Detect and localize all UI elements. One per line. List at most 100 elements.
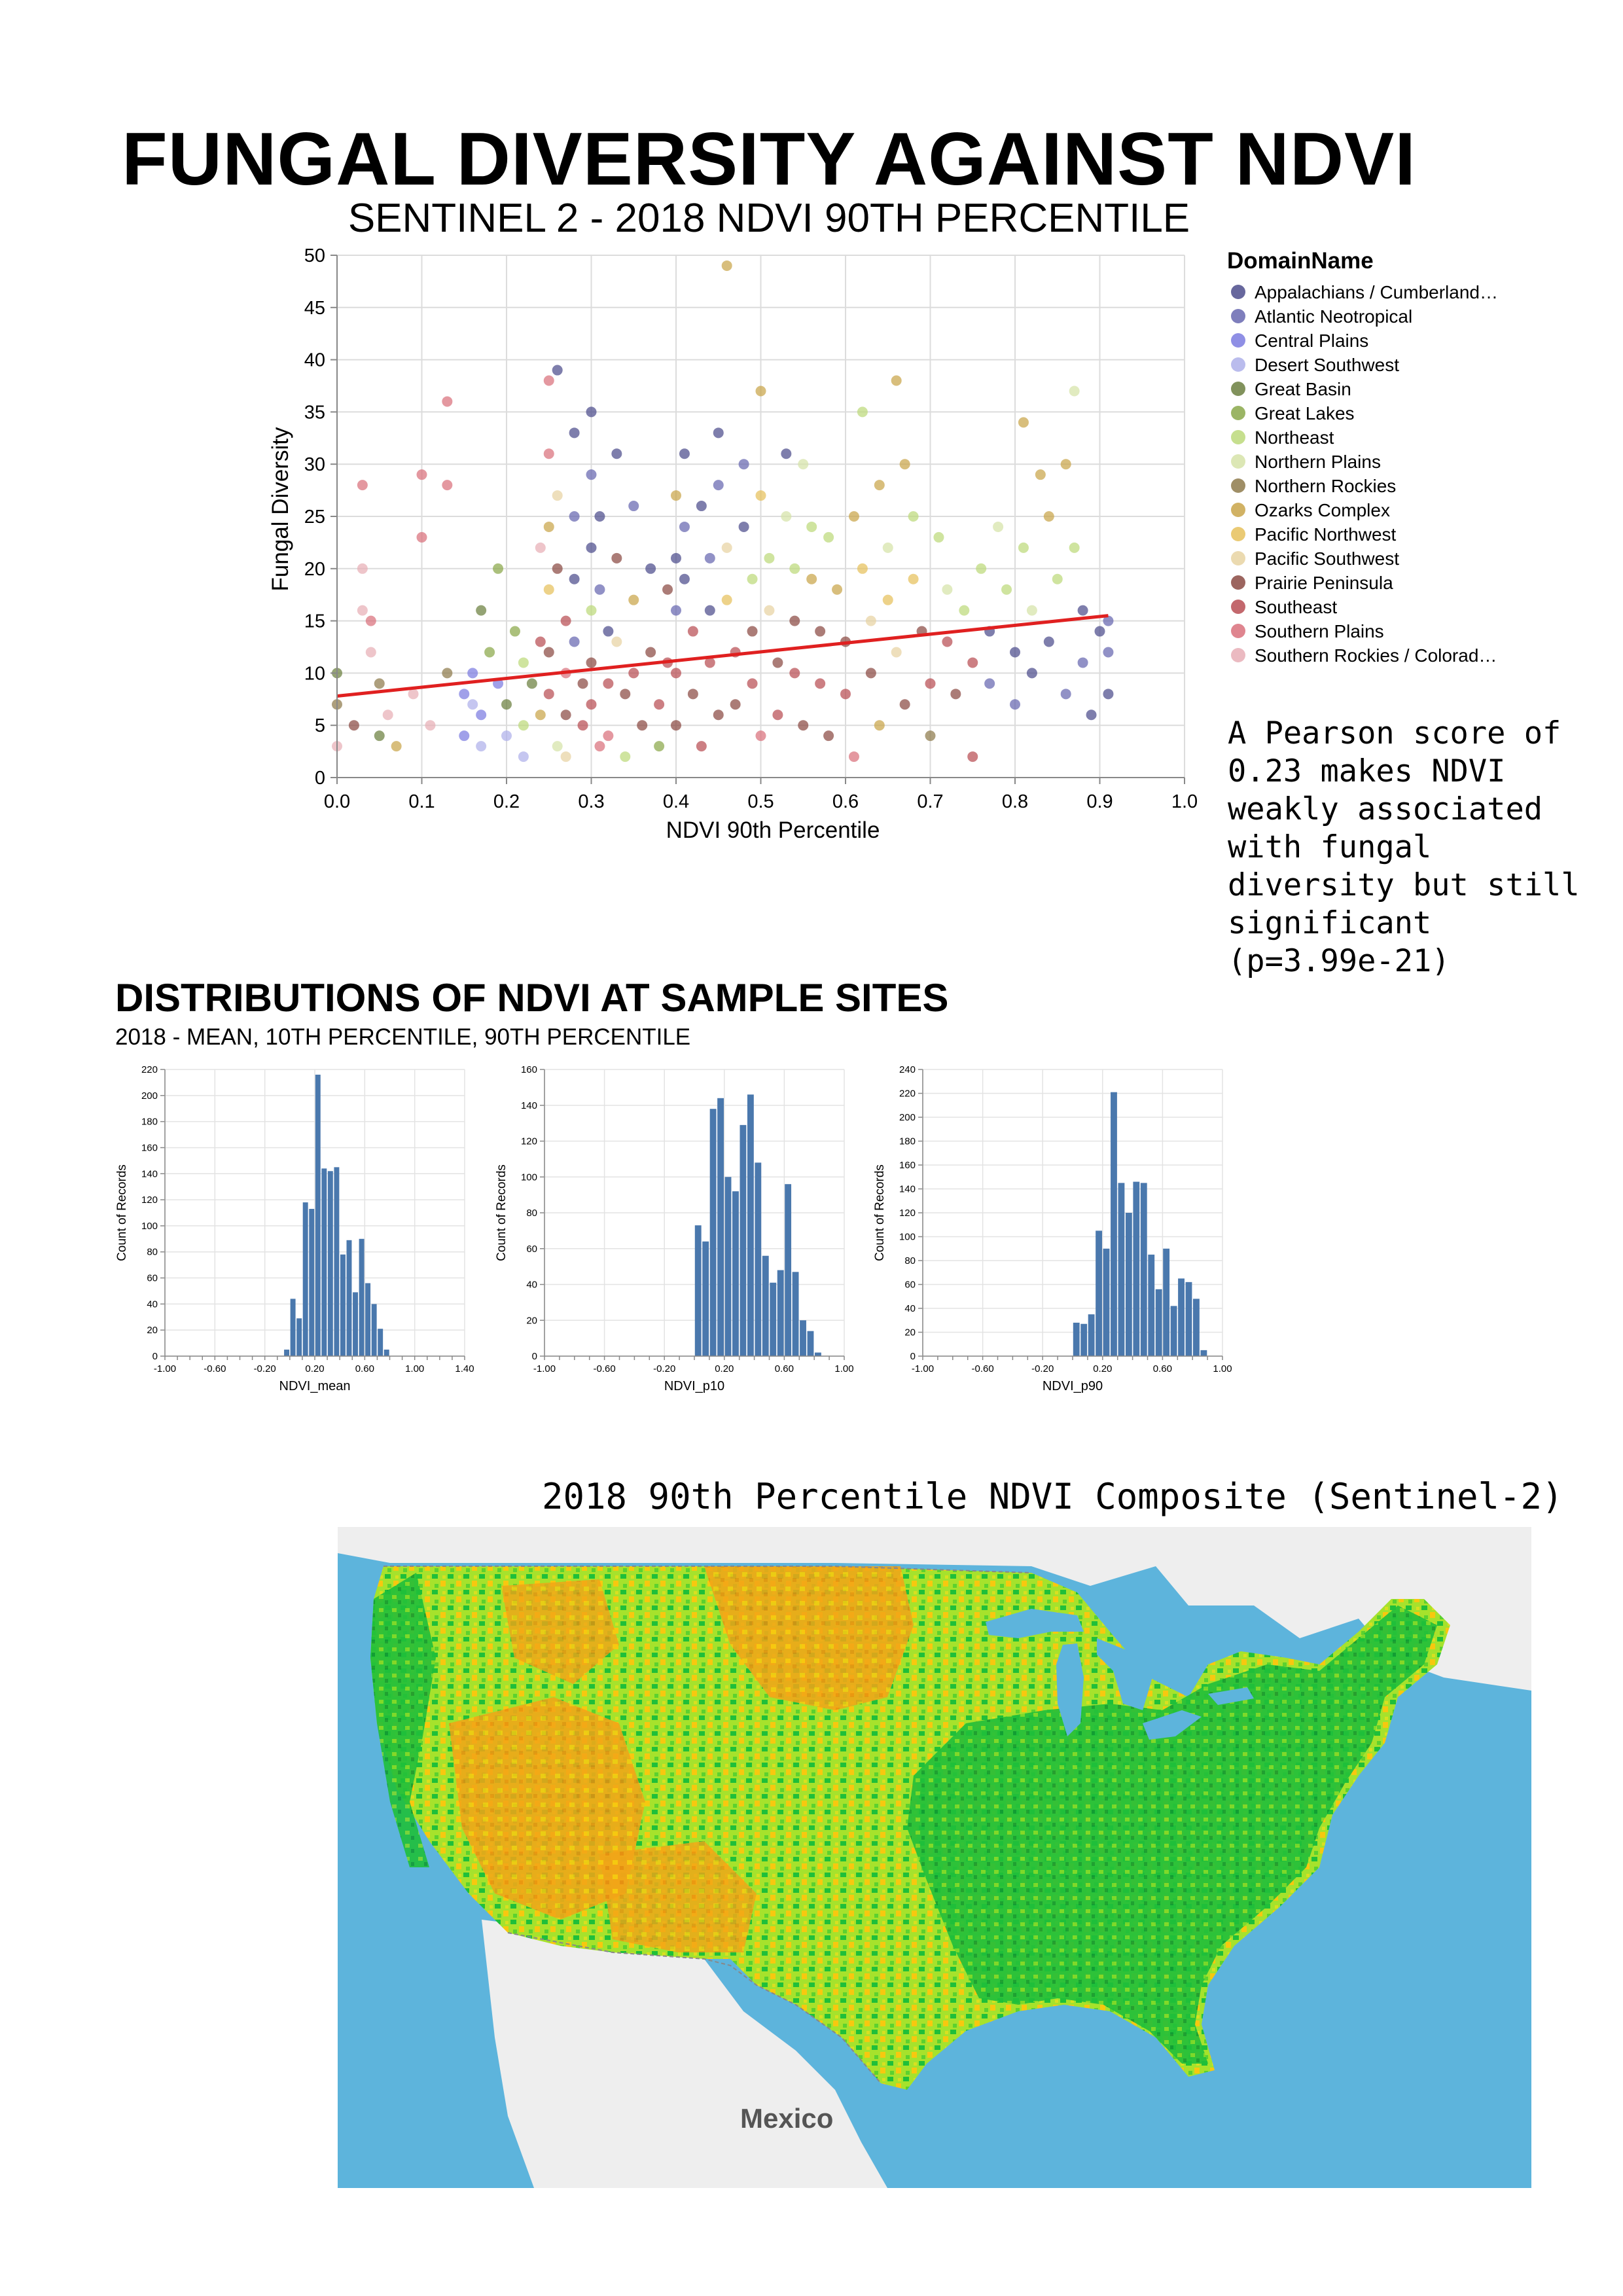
hist-tick-label-x: -1.00 <box>533 1363 556 1374</box>
hist-bar <box>1133 1181 1140 1356</box>
scatter-point <box>543 647 554 658</box>
page-subtitle: SENTINEL 2 - 2018 NDVI 90TH PERCENTILE <box>348 196 1190 241</box>
scatter-point <box>603 626 614 637</box>
hist-tick-label-y: 220 <box>899 1088 916 1100</box>
scatter-point <box>908 573 919 584</box>
hist-tick-label-y: 200 <box>899 1112 916 1123</box>
scatter-point <box>671 720 681 731</box>
hist-bar <box>732 1191 739 1356</box>
scatter-point <box>654 741 665 752</box>
hist-tick-label-x: -1.00 <box>912 1363 934 1374</box>
scatter-point <box>865 615 876 626</box>
scatter-point <box>645 563 656 574</box>
hist-bar <box>807 1331 814 1356</box>
hist-tick-label-y: 140 <box>141 1168 158 1179</box>
scatter-point <box>925 730 936 742</box>
legend-label: Appalachians / Cumberland… <box>1255 282 1498 302</box>
scatter-point <box>569 427 580 439</box>
hist-bar <box>694 1225 702 1356</box>
scatter-point <box>1026 668 1037 679</box>
scatter-point <box>671 490 681 501</box>
west-coast-forest <box>370 1573 436 1867</box>
legend-label: Pacific Southwest <box>1255 548 1399 569</box>
hist-tick-label-y: 120 <box>521 1136 537 1147</box>
legend-swatch <box>1231 406 1245 420</box>
hist-bar <box>747 1094 754 1356</box>
scatter-point <box>933 531 944 543</box>
hist-bar <box>740 1124 747 1356</box>
scatter-point <box>959 605 970 616</box>
scatter-point <box>1018 417 1029 428</box>
hist-x-axis-label: NDVI_p90 <box>1043 1379 1103 1393</box>
hist-bar <box>1125 1213 1132 1356</box>
scatter-point <box>501 730 512 742</box>
scatter-point <box>679 573 690 584</box>
scatter-point <box>806 521 817 532</box>
hist-tick-label-y: 60 <box>904 1280 916 1291</box>
scatter-tick-label-x: 0.2 <box>493 791 520 812</box>
scatter-tick-label-y: 30 <box>304 454 325 475</box>
scatter-point <box>755 730 766 742</box>
scatter-point <box>1060 689 1071 700</box>
scatter-point <box>611 448 622 459</box>
scatter-point <box>374 730 385 742</box>
scatter-point <box>594 741 605 752</box>
hist-bar <box>785 1184 792 1356</box>
hist-bar <box>717 1098 724 1356</box>
legend-label: Northern Plains <box>1255 452 1381 472</box>
hist-bar <box>284 1350 290 1356</box>
hist-tick-label-x: 0.60 <box>355 1363 374 1374</box>
scatter-point <box>374 678 385 689</box>
hist-tick-label-y: 180 <box>141 1117 158 1128</box>
hist-tick-label-y: 160 <box>141 1142 158 1153</box>
scatter-point <box>535 542 546 553</box>
hist-tick-label-x: 1.00 <box>834 1363 853 1374</box>
scatter-point <box>840 689 851 700</box>
legend-label: Southern Rockies / Colorad… <box>1255 645 1497 666</box>
scatter-point <box>1043 511 1054 522</box>
scatter-point <box>357 563 368 574</box>
us-canada-border <box>383 1566 1032 1573</box>
scatter-point <box>408 689 419 700</box>
legend-label: Northeast <box>1255 427 1334 448</box>
scatter-point <box>1094 626 1105 637</box>
scatter-point <box>1069 386 1080 397</box>
scatter-point <box>543 584 554 595</box>
hist-tick-label-y: 40 <box>526 1280 537 1291</box>
hist-tick-label-y: 20 <box>147 1325 158 1336</box>
scatter-point <box>713 709 724 721</box>
hist-tick-label-x: 1.40 <box>455 1363 474 1374</box>
hist-y-axis-label: Count of Records <box>495 1164 508 1261</box>
scatter-point <box>967 657 978 668</box>
scatter-point <box>696 501 707 512</box>
hist-bar <box>290 1299 296 1356</box>
histogram-ndvi-mean: 0 20 40 60 80 100 120 140 160 180 200 220 -1.00 -0.60… <box>115 1064 474 1393</box>
scatter-point <box>391 741 402 752</box>
hist-bar <box>770 1282 777 1356</box>
scatter-point <box>535 709 546 721</box>
scatter-point <box>755 386 766 397</box>
scatter-point <box>365 615 376 626</box>
scatter-point <box>501 699 512 710</box>
hist-bar <box>1163 1248 1170 1356</box>
scatter-y-axis-label: Fungal Diversity <box>268 427 293 591</box>
scatter-point <box>1052 573 1063 584</box>
scatter-point <box>611 636 622 647</box>
hist-bar <box>1080 1323 1088 1356</box>
histogram-ndvi-p10: 0 20 40 60 80 100 120 140 160 -1.00 -0.60 -0.20 0.20… <box>495 1064 854 1393</box>
scatter-point <box>560 709 571 721</box>
hist-tick-label-x: -0.20 <box>1031 1363 1054 1374</box>
scatter-tick-label-y: 35 <box>304 402 325 423</box>
mexico-land <box>482 1920 887 2188</box>
hist-bar <box>315 1074 321 1356</box>
ndvi-map[interactable]: Mexico <box>338 1527 1531 2188</box>
scatter-tick-label-x: 0.9 <box>1086 791 1113 812</box>
hist-bar <box>1096 1230 1102 1356</box>
hist-tick-label-y: 60 <box>147 1273 158 1284</box>
scatter-point <box>442 396 453 407</box>
map-label-mexico: Mexico <box>740 2103 834 2134</box>
scatter-point <box>967 751 978 762</box>
scatter-tick-label-y: 40 <box>304 350 325 371</box>
scatter-point <box>789 668 800 679</box>
scatter-point <box>382 709 393 721</box>
